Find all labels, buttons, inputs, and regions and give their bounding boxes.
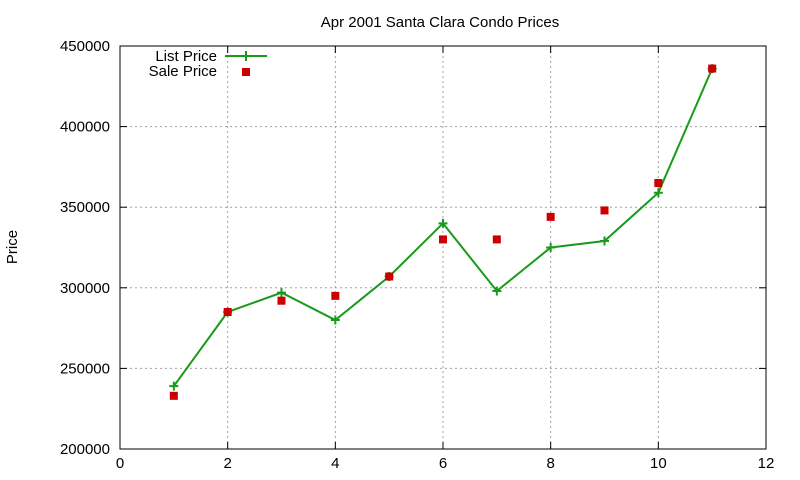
list-price-point xyxy=(600,236,609,246)
sale-price-point xyxy=(385,272,394,281)
list-price-point xyxy=(169,381,179,391)
series-layer xyxy=(169,64,717,400)
x-tick-label: 2 xyxy=(223,455,231,472)
gridlines xyxy=(120,46,766,449)
sale-price-point xyxy=(654,179,663,188)
sale-price-point xyxy=(492,235,501,244)
list-price-point xyxy=(546,243,556,252)
list-price-point xyxy=(653,188,663,198)
y-tick-label: 300000 xyxy=(60,280,110,297)
y-tick-label: 200000 xyxy=(60,441,110,458)
plot-frame xyxy=(119,45,767,450)
x-tick-label: 4 xyxy=(331,455,339,472)
list-price-point xyxy=(277,288,286,298)
list-price-point xyxy=(492,286,502,296)
sale-price-point xyxy=(169,391,178,400)
y-tick-label: 450000 xyxy=(60,38,110,55)
x-tick-label: 8 xyxy=(546,455,554,472)
sale-price-point xyxy=(439,235,447,244)
x-tick-label: 10 xyxy=(650,455,667,472)
sale-price-point xyxy=(546,212,555,221)
axis-ticks: 0 2 4 6 8 10 12 200000 250000 300000 350000 400000 4… xyxy=(60,38,774,472)
y-tick-label: 350000 xyxy=(60,199,110,216)
legend-label-sale-price: Sale Price xyxy=(149,63,217,80)
legend: List Price Sale Price xyxy=(149,48,267,80)
list-price-point xyxy=(330,315,340,325)
x-tick-label: 12 xyxy=(758,455,775,472)
y-axis-label: Price xyxy=(4,230,21,264)
chart-title: Apr 2001 Santa Clara Condo Prices xyxy=(321,14,559,31)
legend-marker-sale-price xyxy=(242,68,250,76)
sale-price-point xyxy=(331,291,340,300)
sale-price-point xyxy=(223,307,232,316)
x-tick-label: 0 xyxy=(116,455,124,472)
sale-price-point xyxy=(708,64,717,73)
list-price-point xyxy=(438,218,448,228)
y-tick-label: 400000 xyxy=(60,119,110,136)
sale-price-point xyxy=(277,296,286,305)
legend-marker-list-price xyxy=(241,51,251,61)
x-tick-label: 6 xyxy=(439,455,447,472)
sale-price-point xyxy=(600,206,609,215)
legend-label-list-price: List Price xyxy=(155,48,217,65)
y-tick-label: 250000 xyxy=(60,360,110,377)
